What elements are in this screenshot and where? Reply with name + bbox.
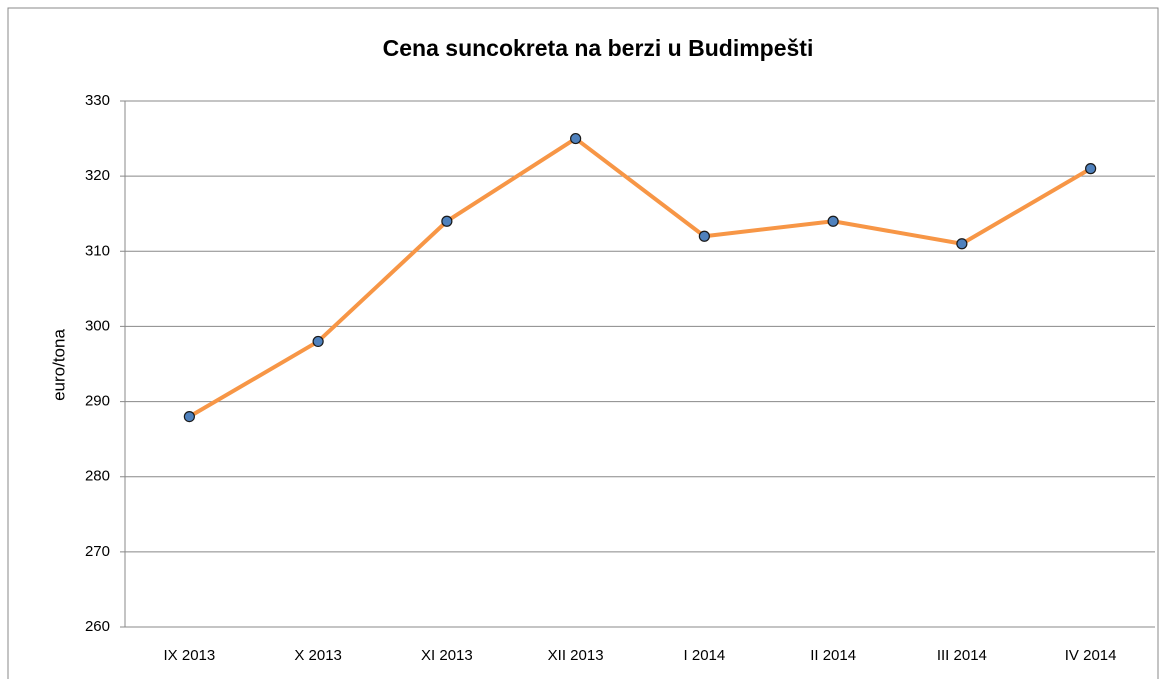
data-point [570,132,582,145]
data-point [956,238,968,250]
data-point [827,215,839,227]
data-point [183,411,195,423]
data-point [1085,163,1097,175]
x-tick-label: III 2014 [937,647,987,664]
chart-title: Cena suncokreta na berzi u Budimpešti [383,35,814,61]
x-tick-label: IX 2013 [164,647,216,664]
y-tick-label: 280 [85,468,110,485]
data-point [312,335,324,348]
x-tick-label: I 2014 [684,647,726,664]
x-tick-label: II 2014 [810,647,856,664]
y-tick-label: 300 [85,317,110,334]
data-point [441,215,453,227]
y-tick-label: 260 [85,618,110,635]
x-tick-label: XII 2013 [548,647,604,664]
data-line [188,136,1092,419]
y-tick-label: 310 [85,242,110,259]
chart-frame [7,7,1159,679]
y-tick-label: 330 [85,92,110,109]
y-tick-label: 320 [85,167,110,184]
x-tick-label: XI 2013 [421,647,473,664]
y-axis-label: euro/tona [49,329,68,401]
x-tick-label: X 2013 [294,647,342,664]
y-tick-label: 270 [85,543,110,560]
data-point [698,230,710,242]
y-tick-label: 290 [85,393,110,410]
x-tick-label: IV 2014 [1065,647,1117,664]
